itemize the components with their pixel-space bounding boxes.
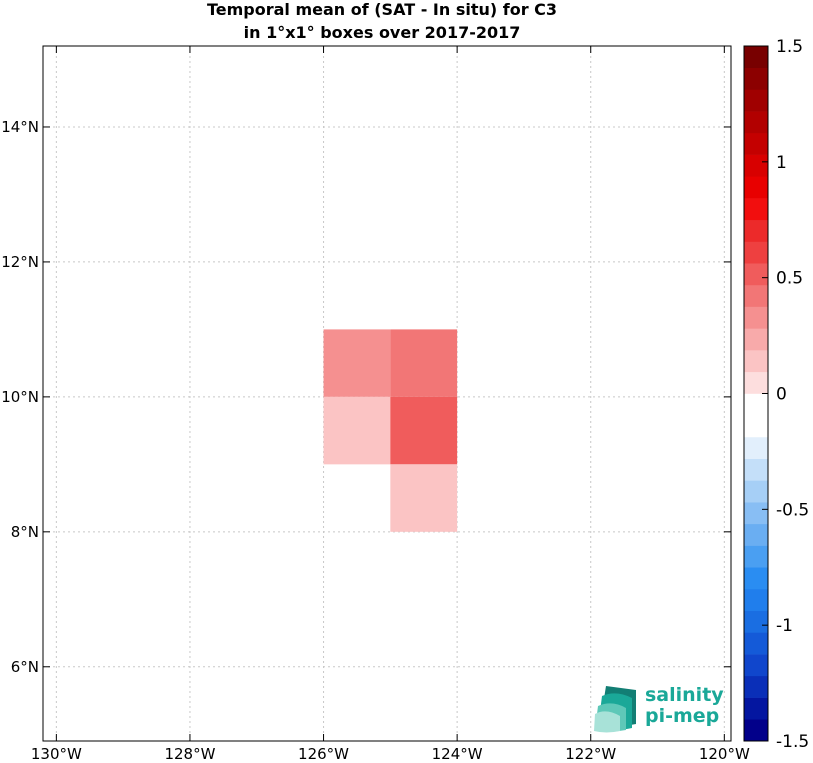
colorbar-band-27 xyxy=(744,132,768,155)
colorbar-band-21 xyxy=(744,263,768,286)
colorbar-band-1 xyxy=(744,697,768,720)
data-cells xyxy=(323,329,458,532)
colorbar-band-22 xyxy=(744,241,768,264)
x-tick-label-3: 124°W xyxy=(432,745,483,763)
colorbar-band-16 xyxy=(744,371,768,394)
colorbar-band-7 xyxy=(744,567,768,590)
y-tick-label-0: 6°N xyxy=(11,658,39,676)
data-cell-1 xyxy=(390,329,458,397)
colorbar-band-13 xyxy=(744,436,768,459)
colorbar-band-12 xyxy=(744,458,768,481)
data-cell-3 xyxy=(390,396,458,465)
colorbar-tick-label-0: 1.5 xyxy=(776,37,803,57)
colorbar-band-5 xyxy=(744,610,768,633)
x-tick-label-0: 130°W xyxy=(31,745,82,763)
data-cell-2 xyxy=(323,396,391,465)
colorbar-tick-label-2: 0.5 xyxy=(776,269,803,289)
colorbar-tick-labels: 1.5 1 0.5 0 -0.5 -1 -1.5 xyxy=(776,37,809,752)
colorbar-band-14 xyxy=(744,415,768,438)
colorbar-band-2 xyxy=(744,675,768,698)
data-cell-4 xyxy=(390,464,458,532)
colorbar-band-18 xyxy=(744,328,768,351)
chart-title: Temporal mean of (SAT - In situ) for C3 … xyxy=(207,0,557,42)
logo-waves-icon xyxy=(594,686,636,733)
colorbar-band-25 xyxy=(744,176,768,199)
colorbar-band-10 xyxy=(744,502,768,525)
x-tick-label-1: 128°W xyxy=(164,745,215,763)
colorbar-band-24 xyxy=(744,198,768,221)
colorbar-tick-label-3: 0 xyxy=(776,385,787,405)
axis-ticks xyxy=(43,46,731,741)
colorbar-band-0 xyxy=(744,719,768,742)
colorbar xyxy=(743,45,769,742)
colorbar-band-8 xyxy=(744,545,768,568)
y-tick-label-4: 14°N xyxy=(1,118,39,136)
colorbar-band-30 xyxy=(744,67,768,90)
colorbar-band-11 xyxy=(744,480,768,503)
y-tick-label-1: 8°N xyxy=(11,523,39,541)
salinity-pi-mep-logo: salinity pi-mep xyxy=(594,684,724,733)
colorbar-band-19 xyxy=(744,306,768,329)
y-tick-label-3: 12°N xyxy=(1,253,39,271)
gridlines xyxy=(43,46,731,741)
colorbar-tick-label-6: -1.5 xyxy=(776,732,809,752)
data-cell-0 xyxy=(323,329,391,397)
colorbar-band-28 xyxy=(744,111,768,134)
colorbar-band-15 xyxy=(744,393,768,416)
colorbar-tick-label-5: -1 xyxy=(776,616,793,636)
chart-title-line-2: in 1°x1° boxes over 2017-2017 xyxy=(244,23,521,42)
colorbar-tick-label-4: -0.5 xyxy=(776,500,809,520)
y-tick-label-2: 10°N xyxy=(1,388,39,406)
plot-frame xyxy=(42,45,732,742)
colorbar-band-17 xyxy=(744,350,768,373)
colorbar-band-23 xyxy=(744,219,768,242)
colorbar-band-9 xyxy=(744,523,768,546)
x-tick-label-4: 122°W xyxy=(565,745,616,763)
colorbar-band-31 xyxy=(744,46,768,69)
colorbar-band-26 xyxy=(744,154,768,177)
colorbar-band-4 xyxy=(744,632,768,655)
logo-line-2: pi-mep xyxy=(645,705,719,727)
y-tick-labels: 6°N 8°N 10°N 12°N 14°N xyxy=(1,118,39,676)
x-tick-label-5: 120°W xyxy=(699,745,750,763)
colorbar-band-29 xyxy=(744,89,768,112)
x-tick-label-2: 126°W xyxy=(298,745,349,763)
colorbar-tick-label-1: 1 xyxy=(776,153,787,173)
chart-title-line-1: Temporal mean of (SAT - In situ) for C3 xyxy=(207,0,557,19)
colorbar-band-3 xyxy=(744,654,768,677)
colorbar-band-6 xyxy=(744,588,768,611)
colorbar-band-20 xyxy=(744,284,768,307)
x-tick-labels: 130°W 128°W 126°W 124°W 122°W 120°W xyxy=(31,745,750,763)
logo-line-1: salinity xyxy=(645,684,724,706)
